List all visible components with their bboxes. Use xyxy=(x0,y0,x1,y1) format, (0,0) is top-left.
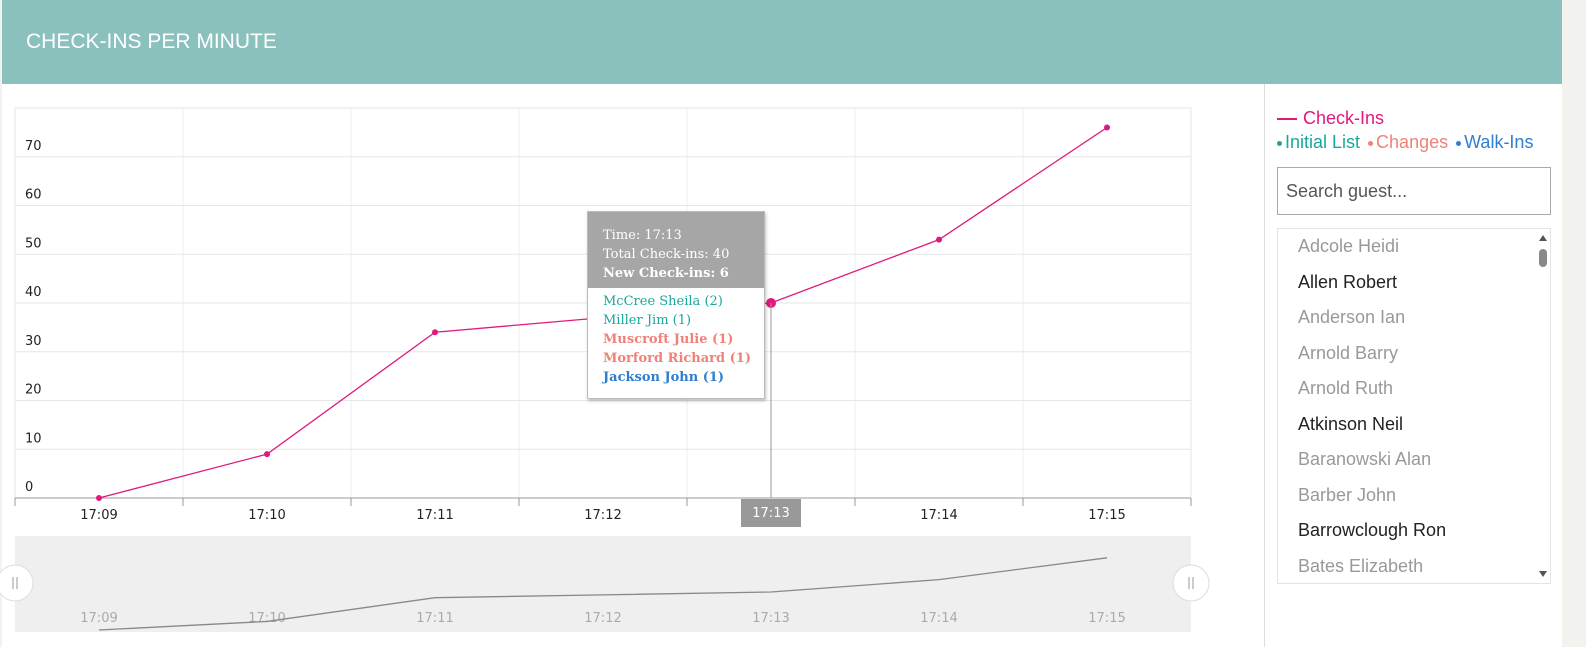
navigator-label: 17:12 xyxy=(584,611,621,626)
legend-label: Check-Ins xyxy=(1303,108,1385,128)
legend-label: Changes xyxy=(1376,132,1449,152)
tooltip-entry: Miller Jim (1) xyxy=(603,313,692,328)
header-title: CHECK-INS PER MINUTE xyxy=(2,0,1562,84)
y-tick-label: 0 xyxy=(25,480,33,495)
legend-dot xyxy=(1456,140,1462,146)
tooltip-entry: Muscroft Julie (1) xyxy=(603,332,734,347)
guest-item[interactable]: Allen Robert xyxy=(1298,271,1398,292)
guest-item[interactable]: Arnold Ruth xyxy=(1298,378,1394,398)
guest-item[interactable]: Baranowski Alan xyxy=(1298,449,1432,469)
guest-item[interactable]: Bates Elizabeth xyxy=(1298,555,1424,576)
legend-label: Initial List xyxy=(1285,132,1361,152)
sidebar: Check-Ins Initial List Changes Walk-Ins Se… xyxy=(1264,84,1563,647)
x-tick-label: 17:10 xyxy=(248,508,285,523)
point xyxy=(96,495,102,501)
tooltip-entry: McCree Sheila (2) xyxy=(603,294,723,309)
point xyxy=(936,236,942,243)
tooltip-header: Time: 17:13 Total Check-ins: 40 New Check-… xyxy=(588,212,764,288)
y-tick-label: 60 xyxy=(25,188,42,203)
legend-row: Initial List Changes Walk-Ins xyxy=(1277,132,1533,156)
navigator-label: 17:13 xyxy=(752,611,789,626)
tooltip-line: Time: 17:13 xyxy=(603,228,682,243)
y-tick-label: 70 xyxy=(25,139,42,154)
navigator-label: 17:11 xyxy=(416,611,453,626)
y-tick-label: 50 xyxy=(25,236,42,251)
navigator-handle[interactable] xyxy=(0,564,34,602)
tooltip-entry: Jackson John (1) xyxy=(603,370,725,385)
y-tick-label: 30 xyxy=(25,334,42,349)
tooltip-entry: Morford Richard (1) xyxy=(603,351,751,366)
guest-item[interactable]: Anderson Ian xyxy=(1298,307,1406,327)
point xyxy=(1104,124,1110,131)
y-tick-label: 20 xyxy=(25,383,42,398)
guest-list: Adcole Heidi Allen Robert Anderson Ian Arno… xyxy=(1277,228,1551,584)
navigator xyxy=(15,536,1191,632)
guest-item[interactable]: Barrowclough Ron xyxy=(1298,520,1447,540)
point xyxy=(264,451,270,458)
navigator-label: 17:14 xyxy=(920,611,957,626)
legend-row: Check-Ins xyxy=(1277,108,1533,132)
legend-swatch xyxy=(1277,118,1297,121)
tooltip-line: Total Check-ins: 40 xyxy=(603,247,730,262)
crosshair-label: 17:13 xyxy=(752,506,789,521)
legend: Check-Ins Initial List Changes Walk-Ins xyxy=(1277,108,1533,156)
guest-item[interactable]: Adcole Heidi xyxy=(1298,236,1400,256)
navigator-label: 17:10 xyxy=(248,611,285,626)
scrollbar[interactable] xyxy=(1538,233,1548,579)
legend-dot xyxy=(1277,140,1282,146)
x-tick-label: 17:15 xyxy=(1088,508,1125,523)
point xyxy=(432,329,438,336)
legend-label: Walk-Ins xyxy=(1464,132,1534,152)
x-tick-label: 17:12 xyxy=(584,508,621,523)
legend-dot xyxy=(1368,140,1374,146)
tooltip: Time: 17:13 Total Check-ins: 40 New Check-… xyxy=(587,211,765,399)
crosshair-label-bg xyxy=(741,499,801,527)
tooltip-line: New Check-ins: 6 xyxy=(603,266,729,281)
navigator-handle[interactable] xyxy=(1172,564,1210,602)
y-tick-label: 40 xyxy=(25,285,42,300)
guest-item[interactable]: Arnold Barry xyxy=(1298,342,1399,363)
guest-item[interactable]: Barber John xyxy=(1298,484,1397,505)
y-tick-label: 10 xyxy=(25,431,42,446)
navigator-line xyxy=(98,557,1108,631)
x-tick-label: 17:11 xyxy=(416,508,453,523)
x-tick-label: 17:14 xyxy=(920,508,957,523)
search-input[interactable]: Search guest... xyxy=(1277,167,1551,215)
navigator-label: 17:09 xyxy=(80,611,117,626)
tooltip-body: McCree Sheila (2) Miller Jim (1) Muscroft … xyxy=(588,288,764,387)
guest-item[interactable]: Atkinson Neil xyxy=(1298,413,1404,434)
x-tick-label: 17:09 xyxy=(80,508,117,523)
navigator-label: 17:15 xyxy=(1088,611,1125,626)
